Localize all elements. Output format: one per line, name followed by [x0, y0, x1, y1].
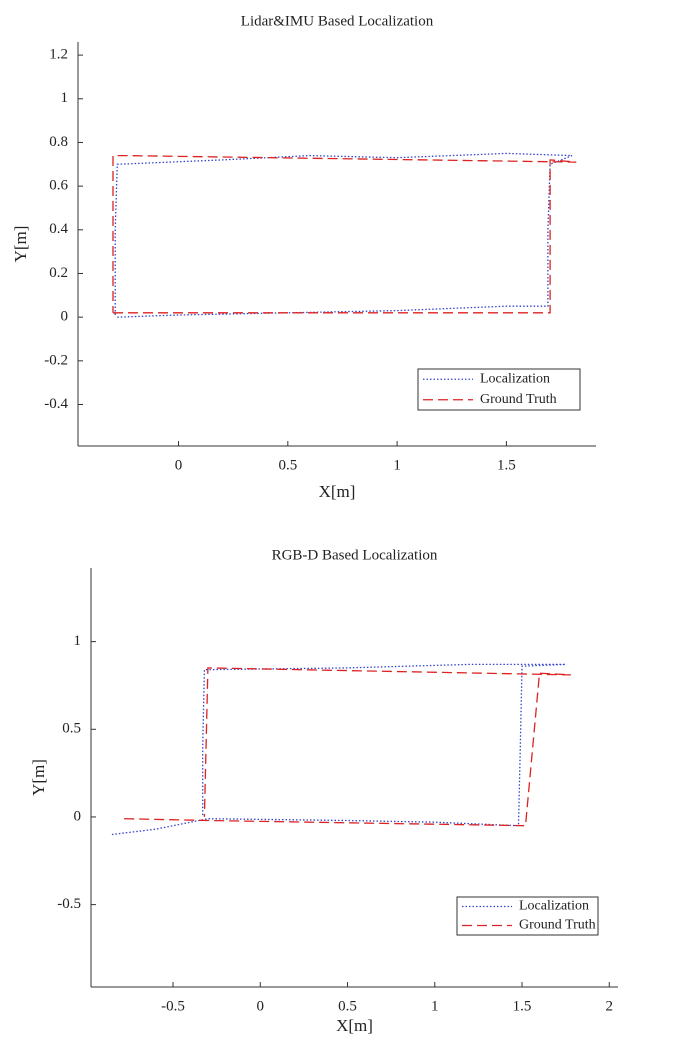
y-tick-label: 0.5 — [62, 721, 81, 737]
y-tick-label: -0.4 — [44, 396, 68, 412]
y-tick-label: 0.4 — [49, 221, 68, 237]
y-tick-label: 1 — [74, 633, 82, 649]
x-tick-label: 0 — [257, 998, 265, 1014]
x-axis-label: X[m] — [319, 482, 356, 501]
x-tick-label: -0.5 — [161, 998, 185, 1014]
y-tick-label: -0.2 — [44, 352, 68, 368]
y-tick-label: 0 — [74, 808, 82, 824]
y-tick-label: -0.5 — [57, 896, 81, 912]
legend-label: Localization — [519, 899, 589, 914]
chart-title: Lidar&IMU Based Localization — [241, 13, 434, 29]
y-tick-label: 0.6 — [49, 178, 68, 194]
y-tick-label: 1.2 — [49, 47, 68, 63]
data-line — [112, 154, 577, 314]
x-axis-label: X[m] — [336, 1016, 373, 1035]
x-tick-label: 0 — [175, 457, 183, 473]
x-tick-label: 1 — [431, 998, 439, 1014]
legend-label: Ground Truth — [480, 392, 557, 407]
y-tick-label: 0.2 — [49, 265, 68, 281]
y-tick-label: 0 — [61, 309, 69, 325]
data-line — [124, 667, 571, 827]
x-tick-label: 1.5 — [497, 457, 516, 473]
x-tick-label: 1.5 — [513, 998, 532, 1014]
x-tick-label: 1 — [393, 457, 401, 473]
legend-label: Ground Truth — [519, 918, 596, 933]
legend-box — [417, 368, 581, 411]
chart-title: RGB-D Based Localization — [272, 547, 438, 563]
legend-box — [456, 896, 599, 936]
data-line — [114, 152, 573, 318]
x-tick-label: 0.5 — [278, 457, 297, 473]
y-tick-label: 1 — [61, 90, 69, 106]
data-line — [111, 663, 566, 836]
y-axis-label: Y[m] — [11, 226, 30, 263]
x-tick-label: 0.5 — [338, 998, 357, 1014]
x-tick-label: 2 — [606, 998, 614, 1014]
legend-label: Localization — [480, 371, 550, 386]
y-axis-label: Y[m] — [29, 759, 48, 796]
y-tick-label: 0.8 — [49, 134, 68, 150]
